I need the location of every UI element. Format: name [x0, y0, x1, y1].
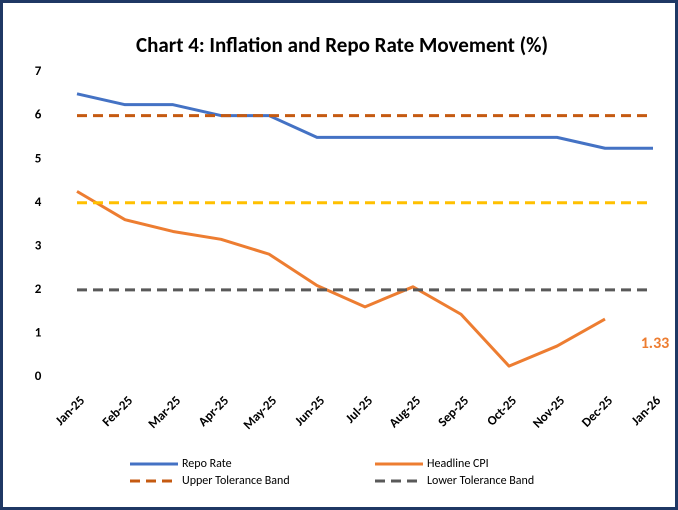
y-tick-label: 1: [35, 326, 42, 341]
legend-label: Repo Rate: [182, 457, 232, 471]
y-tick-label: 7: [35, 64, 42, 79]
y-tick-label: 0: [35, 369, 42, 384]
y-tick-label: 2: [35, 282, 42, 297]
legend-label: Lower Tolerance Band: [427, 474, 534, 488]
series-line: [76, 190, 606, 368]
y-tick-label: 6: [35, 108, 42, 123]
chart-title: Chart 4: Inflation and Repo Rate Movemen…: [136, 32, 548, 58]
data-label: 1.33: [641, 334, 670, 353]
y-tick-label: 4: [35, 195, 42, 210]
y-tick-label: 5: [35, 151, 42, 166]
series-line: [76, 92, 653, 150]
legend-label: Upper Tolerance Band: [182, 474, 290, 488]
legend-label: Headline CPI: [427, 457, 489, 471]
y-tick-label: 3: [35, 238, 42, 253]
